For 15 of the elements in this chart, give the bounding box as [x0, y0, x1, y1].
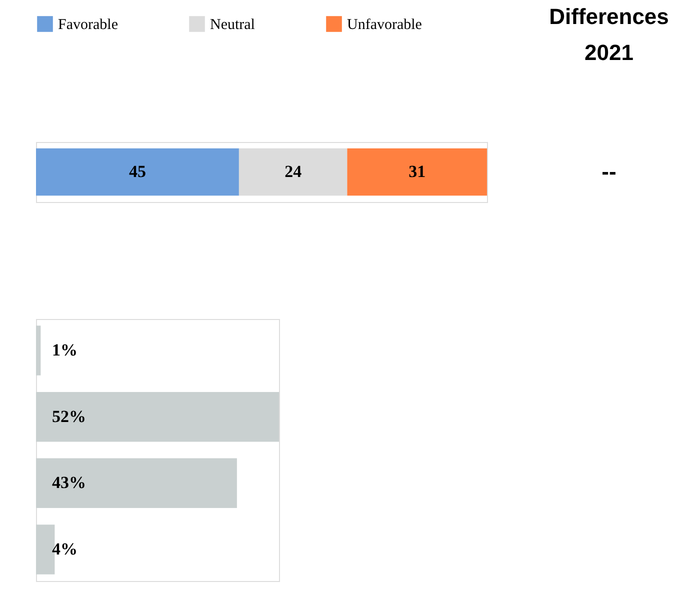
data-label: 4% — [52, 539, 78, 558]
data-label: 52% — [52, 406, 86, 426]
legend-label: Favorable — [58, 17, 118, 33]
bar — [36, 458, 237, 508]
text: Differences 2021 — [549, 4, 669, 65]
legend-label: Unfavorable — [347, 17, 422, 33]
data-label: 43% — [52, 473, 86, 492]
data-label: 45 — [128, 162, 146, 181]
data-label: 24 — [284, 162, 302, 181]
data-label: 31 — [408, 162, 426, 181]
bar — [36, 392, 279, 442]
legend-label: Neutral — [210, 17, 255, 33]
text: -- — [602, 159, 616, 184]
bar — [36, 326, 41, 376]
data-label: 1% — [52, 340, 78, 360]
